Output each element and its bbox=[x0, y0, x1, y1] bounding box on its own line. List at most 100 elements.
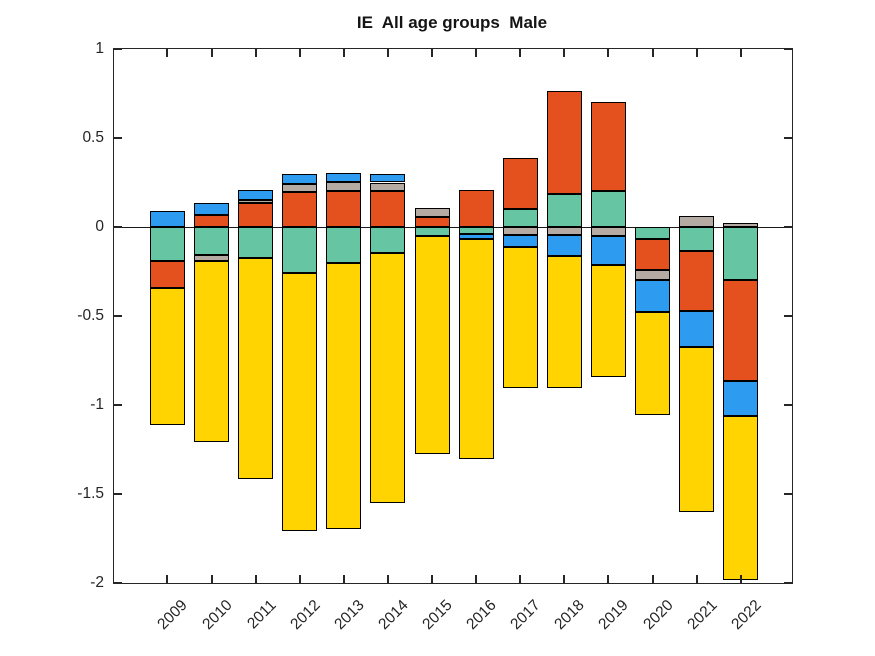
bar-segment-2010-blue-component bbox=[194, 202, 229, 215]
bar-segment-2022-blue-component bbox=[723, 380, 759, 416]
bar-segment-2021-blue-component bbox=[679, 310, 715, 348]
x-tick-label-2014: 2014 bbox=[375, 596, 412, 634]
bar-segment-2016-orange-component bbox=[458, 189, 494, 227]
x-tick-mark bbox=[607, 575, 610, 583]
bar-segment-2019-yellow-component bbox=[590, 265, 626, 378]
chart-title: IE All age groups Male bbox=[356, 13, 548, 32]
bar-segment-2012-orange-component bbox=[282, 192, 318, 227]
bar-segment-2022-gray-component bbox=[723, 223, 759, 227]
x-tick-label-2016: 2016 bbox=[463, 596, 500, 634]
y-tick-mark bbox=[114, 48, 122, 50]
bar-segment-2018-yellow-component bbox=[546, 256, 582, 389]
bar-segment-2021-green-component bbox=[679, 227, 715, 252]
bar-segment-2018-blue-component bbox=[546, 235, 582, 257]
y-tick-mark bbox=[784, 315, 792, 317]
bar-segment-2009-yellow-component bbox=[149, 288, 185, 426]
x-tick-mark bbox=[651, 49, 654, 57]
bar-segment-2012-green-component bbox=[282, 227, 318, 274]
x-tick-mark bbox=[166, 575, 169, 583]
y-tick-mark bbox=[784, 493, 792, 495]
bar-segment-2022-green-component bbox=[723, 227, 759, 280]
x-tick-mark bbox=[298, 49, 301, 57]
bar-segment-2013-gray-component bbox=[326, 181, 362, 191]
bar-segment-2017-green-component bbox=[502, 209, 538, 227]
y-tick-mark bbox=[784, 48, 792, 50]
y-tick-mark bbox=[784, 137, 792, 139]
y-tick-mark bbox=[784, 582, 792, 584]
bar-segment-2017-yellow-component bbox=[502, 246, 538, 389]
bar-segment-2020-green-component bbox=[635, 227, 670, 240]
bar-segment-2015-green-component bbox=[414, 227, 450, 236]
bar-segment-2016-green-component bbox=[458, 227, 494, 235]
bar-segment-2014-yellow-component bbox=[370, 252, 406, 503]
bar-segment-2011-yellow-component bbox=[238, 258, 274, 479]
bar-segment-2019-green-component bbox=[590, 191, 626, 227]
bar-segment-2015-yellow-component bbox=[414, 235, 450, 454]
y-tick-mark bbox=[114, 226, 122, 228]
x-tick-mark bbox=[210, 49, 213, 57]
bar-segment-2011-blue-component bbox=[238, 189, 274, 201]
x-tick-mark bbox=[739, 49, 742, 57]
x-tick-mark bbox=[342, 575, 345, 583]
bar-segment-2010-yellow-component bbox=[194, 260, 229, 443]
bar-segment-2020-blue-component bbox=[635, 279, 670, 312]
y-tick-mark bbox=[114, 137, 122, 139]
x-tick-label-2009: 2009 bbox=[154, 596, 192, 634]
y-tick-label--0.5: -0.5 bbox=[77, 306, 104, 324]
bar-segment-2014-orange-component bbox=[370, 190, 406, 227]
x-tick-label-2013: 2013 bbox=[331, 596, 368, 634]
bar-segment-2013-blue-component bbox=[326, 172, 362, 182]
bar-segment-2015-orange-component bbox=[414, 217, 450, 227]
y-tick-label--1: -1 bbox=[90, 395, 104, 413]
x-tick-label-2021: 2021 bbox=[683, 596, 721, 634]
bar-segment-2011-gray-component bbox=[238, 200, 274, 203]
y-tick-mark bbox=[114, 582, 122, 584]
bar-segment-2010-gray-component bbox=[194, 255, 229, 261]
x-tick-mark bbox=[475, 575, 478, 583]
y-tick-mark bbox=[114, 493, 122, 495]
x-tick-label-2018: 2018 bbox=[551, 596, 589, 634]
bar-segment-2021-gray-component bbox=[679, 216, 715, 227]
bar-segment-2014-green-component bbox=[370, 227, 406, 253]
bar-segment-2013-yellow-component bbox=[326, 263, 362, 529]
bar-segment-2011-orange-component bbox=[238, 202, 274, 227]
bar-segment-2019-blue-component bbox=[590, 235, 626, 266]
bar-segment-2009-orange-component bbox=[149, 260, 185, 289]
bar-segment-2012-gray-component bbox=[282, 184, 318, 193]
x-tick-mark bbox=[563, 575, 566, 583]
y-tick-mark bbox=[114, 404, 122, 406]
bar-segment-2014-gray-component bbox=[370, 182, 406, 191]
x-tick-mark bbox=[386, 575, 389, 583]
x-tick-label-2020: 2020 bbox=[639, 596, 677, 634]
bar-segment-2017-blue-component bbox=[502, 235, 538, 247]
x-tick-mark bbox=[431, 575, 433, 583]
x-tick-mark bbox=[519, 575, 522, 583]
x-tick-mark bbox=[254, 49, 257, 57]
x-tick-mark bbox=[607, 49, 610, 57]
y-tick-mark bbox=[784, 226, 792, 228]
y-tick-label-1: 1 bbox=[95, 39, 104, 57]
x-tick-mark bbox=[475, 49, 478, 57]
bar-segment-2012-blue-component bbox=[282, 174, 318, 185]
y-tick-mark bbox=[784, 404, 792, 406]
bar-segment-2021-orange-component bbox=[679, 251, 715, 311]
bar-segment-2019-orange-component bbox=[590, 101, 626, 192]
x-tick-label-2010: 2010 bbox=[198, 596, 236, 634]
bar-segment-2014-blue-component bbox=[370, 174, 406, 183]
zero-baseline bbox=[114, 226, 792, 228]
bar-segment-2020-yellow-component bbox=[635, 311, 670, 415]
bar-segment-2016-yellow-component bbox=[458, 238, 494, 460]
bar-segment-2017-orange-component bbox=[502, 158, 538, 210]
bar-segment-2020-gray-component bbox=[635, 269, 670, 280]
bar-segment-2010-orange-component bbox=[194, 214, 229, 227]
bar-segment-2018-orange-component bbox=[546, 90, 582, 195]
x-tick-mark bbox=[386, 49, 389, 57]
bar-segment-2018-green-component bbox=[546, 194, 582, 227]
bar-segment-2019-gray-component bbox=[590, 227, 626, 236]
y-tick-label-0.5: 0.5 bbox=[82, 128, 104, 146]
bar-segment-2015-gray-component bbox=[414, 208, 450, 218]
x-tick-label-2019: 2019 bbox=[595, 596, 633, 634]
bar-segment-2020-orange-component bbox=[635, 239, 670, 270]
bar-segment-2013-orange-component bbox=[326, 190, 362, 227]
